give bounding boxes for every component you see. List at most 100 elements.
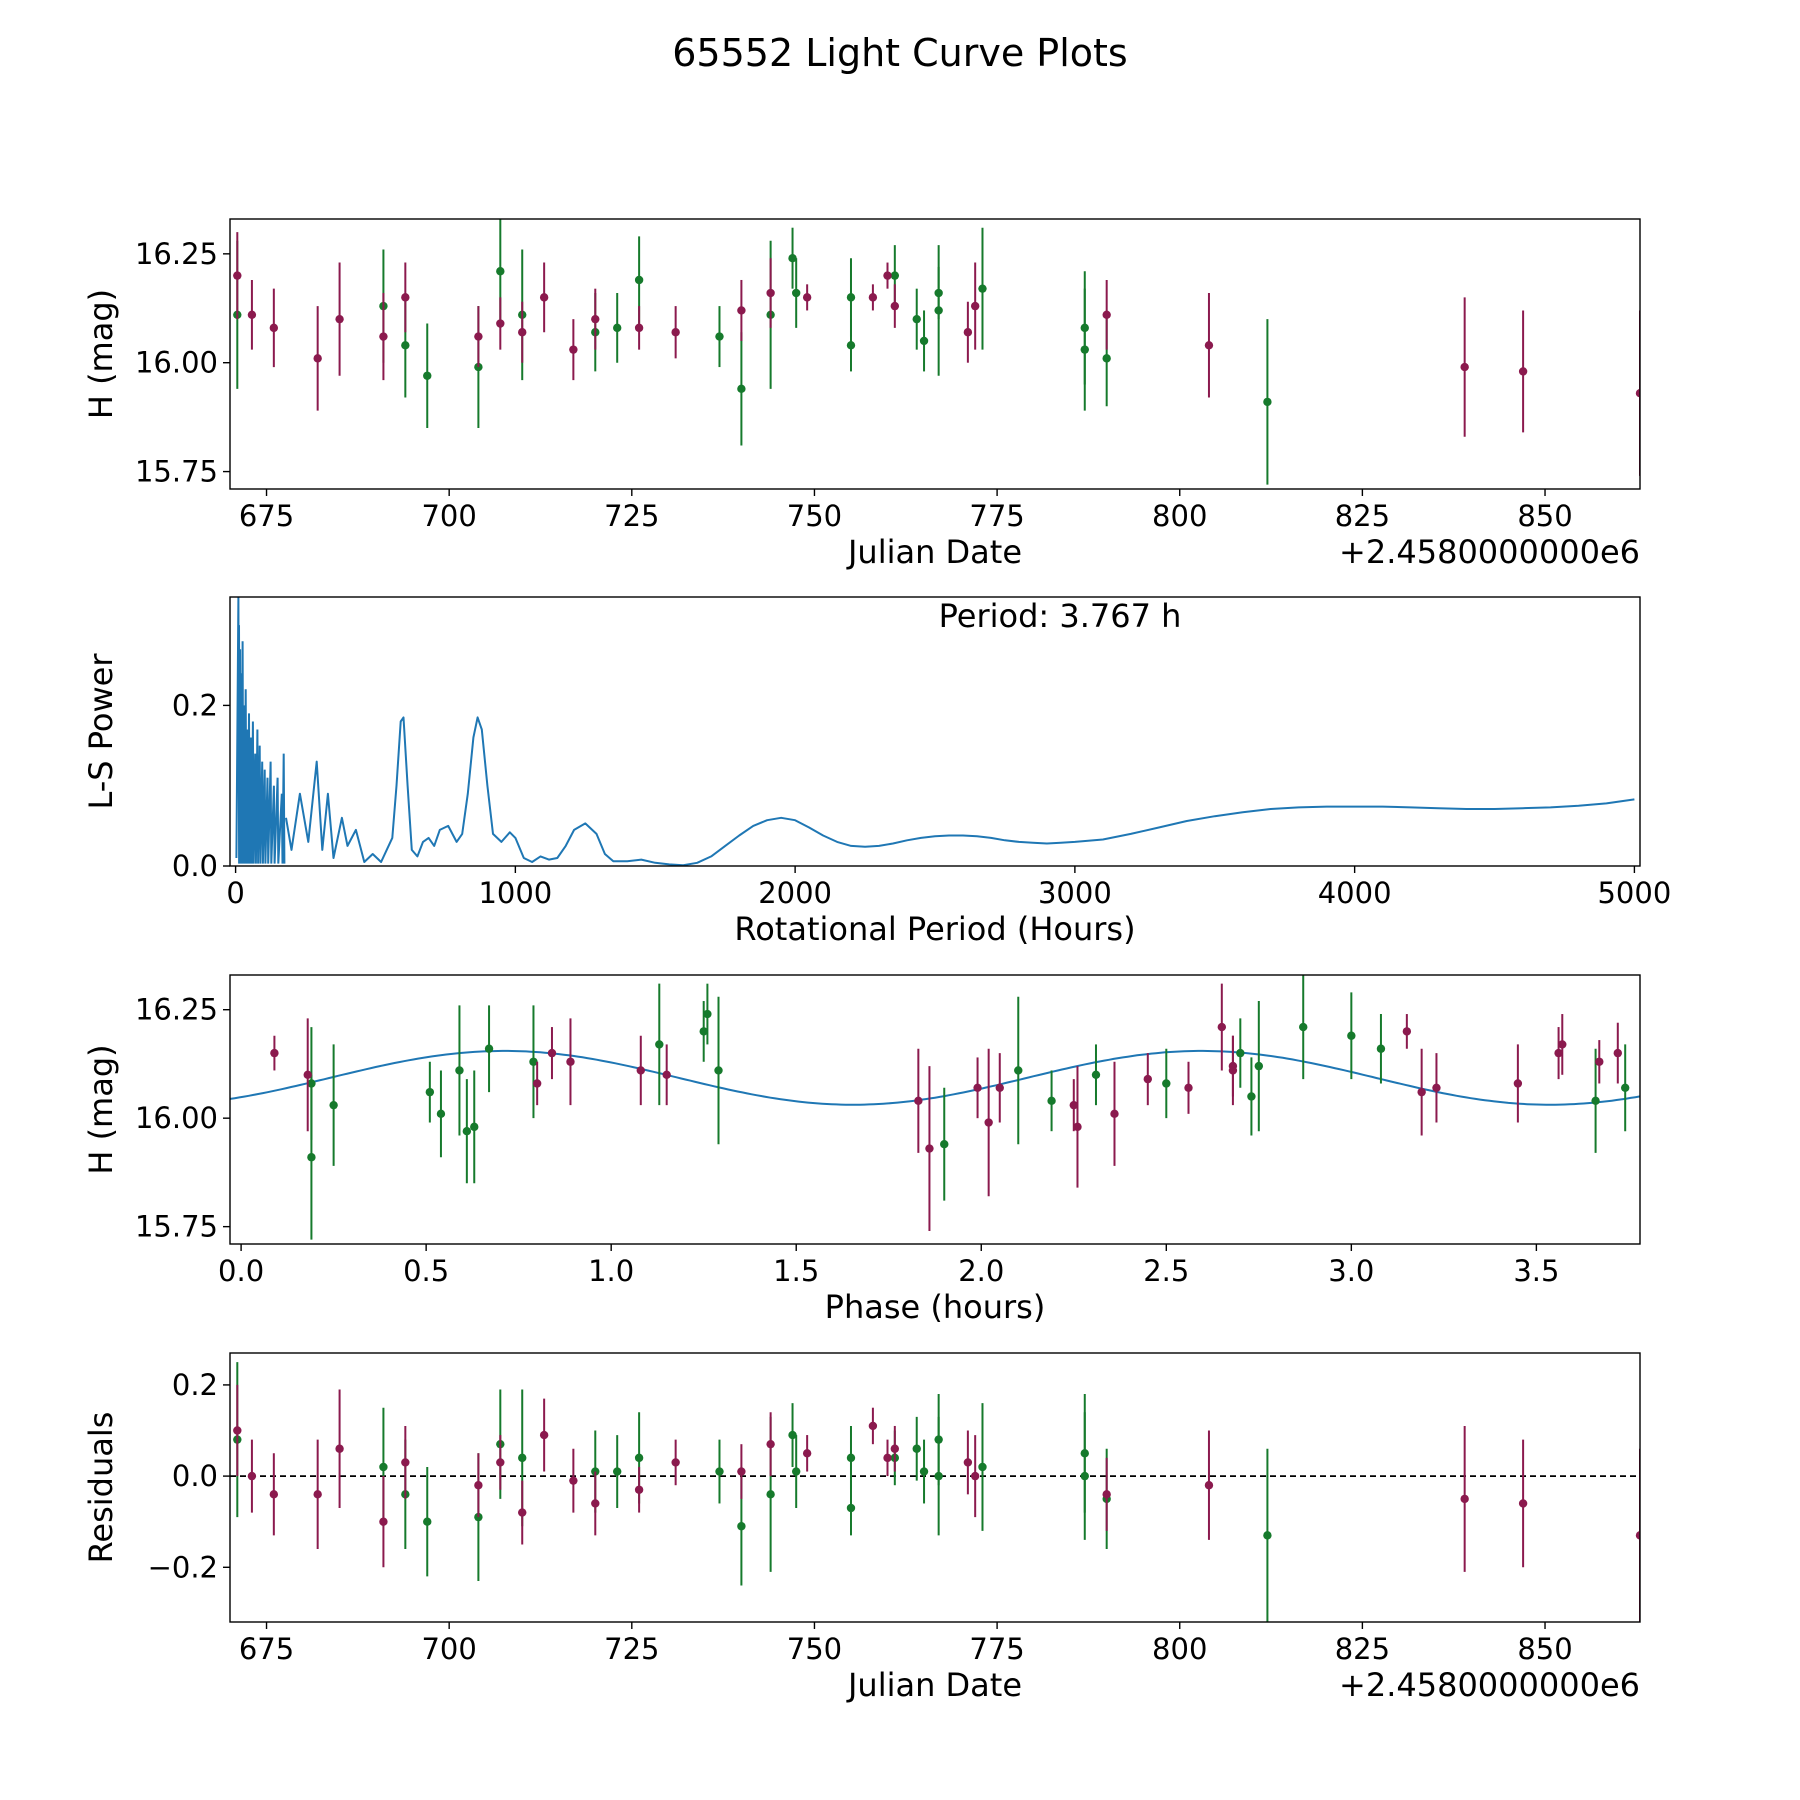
magenta-data-point xyxy=(379,332,388,341)
magenta-data-point xyxy=(539,1430,549,1440)
green-data-point xyxy=(462,1126,472,1136)
green-data-point xyxy=(1247,1092,1256,1101)
green-data-point xyxy=(978,284,987,293)
magenta-data-point xyxy=(634,323,644,333)
magenta-data-point xyxy=(335,314,344,324)
figure-title: 65552 Light Curve Plots xyxy=(672,31,1127,75)
green-data-point xyxy=(423,371,432,380)
x-tick-label: 775 xyxy=(969,499,1024,533)
green-data-point xyxy=(1299,1022,1308,1032)
magenta-data-point xyxy=(269,1490,279,1499)
x-tick-label: 675 xyxy=(239,1632,294,1666)
y-tick-label: 16.25 xyxy=(135,237,218,271)
magenta-data-point xyxy=(1554,1048,1563,1058)
magenta-data-point xyxy=(984,1118,993,1127)
magenta-data-point xyxy=(313,354,322,363)
green-data-point xyxy=(1620,1083,1630,1093)
magenta-data-point xyxy=(963,328,973,337)
magenta-data-point xyxy=(802,1449,812,1458)
magenta-data-point xyxy=(401,1458,410,1467)
green-data-point xyxy=(715,332,724,341)
y-tick-label: 16.25 xyxy=(135,993,218,1027)
y-axis-label: H (mag) xyxy=(82,1044,120,1174)
green-data-point xyxy=(436,1109,446,1119)
green-data-point xyxy=(890,271,900,280)
periodogram-panel: 0 1000 2000 3000 4000 5000 0.0 0.2 Rotational Pe… xyxy=(82,596,1671,948)
green-data-point xyxy=(1091,1070,1101,1079)
plot-area xyxy=(233,219,1640,485)
magenta-data-point xyxy=(474,1481,483,1490)
x-axis-label: Rotational Period (Hours) xyxy=(734,910,1135,948)
green-data-point xyxy=(1263,1531,1272,1540)
x-tick-label: 700 xyxy=(421,1632,476,1666)
magenta-data-point xyxy=(970,301,980,311)
green-data-point xyxy=(791,1467,801,1476)
green-data-point xyxy=(699,1027,708,1036)
green-data-point xyxy=(788,253,797,263)
x-tick-label: 3.0 xyxy=(1328,1254,1374,1288)
green-data-point xyxy=(919,1467,929,1476)
magenta-data-point xyxy=(1102,1490,1111,1499)
magenta-data-point xyxy=(973,1083,982,1093)
magenta-data-point xyxy=(532,1079,542,1088)
green-data-point xyxy=(846,293,856,302)
y-tick-label: 16.00 xyxy=(135,346,218,380)
magenta-data-point xyxy=(1460,362,1469,372)
magenta-data-point xyxy=(1110,1109,1119,1119)
green-data-point xyxy=(1236,1048,1245,1058)
x-tick-label: 750 xyxy=(787,1632,842,1666)
x-tick-label: 825 xyxy=(1335,1632,1390,1666)
green-data-point xyxy=(737,1522,746,1531)
green-data-point xyxy=(613,323,622,333)
magenta-data-point xyxy=(547,1048,557,1058)
magenta-data-point xyxy=(1204,1481,1214,1490)
magenta-data-point xyxy=(591,1499,600,1508)
green-data-point xyxy=(846,341,856,350)
magenta-data-point xyxy=(233,271,242,280)
plot-area xyxy=(230,975,1640,1240)
green-data-point xyxy=(1376,1044,1386,1053)
magenta-data-point xyxy=(802,293,812,302)
magenta-data-point xyxy=(636,1066,645,1075)
magenta-data-point xyxy=(539,293,549,302)
green-data-point xyxy=(912,314,921,324)
magenta-data-point xyxy=(247,310,257,320)
magenta-data-point xyxy=(1069,1100,1078,1110)
magenta-data-point xyxy=(925,1144,934,1153)
x-tick-label: 1.0 xyxy=(588,1254,634,1288)
magenta-data-point xyxy=(1102,310,1111,320)
magenta-data-point xyxy=(868,1421,878,1431)
magenta-data-point xyxy=(474,332,483,341)
phased-light-curve-panel: 0.0 0.5 1.0 1.5 2.0 2.5 3.0 3.5 15.75 16.00 16.25 P… xyxy=(82,974,1641,1326)
magenta-data-point xyxy=(1613,1048,1622,1058)
green-data-point xyxy=(934,1471,943,1481)
magenta-data-point xyxy=(1073,1122,1082,1132)
green-data-point xyxy=(379,1462,388,1472)
magenta-data-point xyxy=(1417,1087,1426,1097)
magenta-data-point xyxy=(766,1439,775,1449)
x-tick-label: 3.5 xyxy=(1513,1254,1559,1288)
axes-frame xyxy=(229,218,1641,490)
green-data-point xyxy=(529,1057,538,1066)
y-tick-label: 15.75 xyxy=(135,455,218,489)
magenta-data-point xyxy=(518,328,527,337)
x-tick-label: 0.0 xyxy=(218,1254,264,1288)
green-data-point xyxy=(634,275,644,285)
magenta-data-point xyxy=(1184,1083,1193,1093)
x-tick-label: 850 xyxy=(1517,499,1572,533)
x-tick-label: 750 xyxy=(787,499,842,533)
magenta-data-point xyxy=(890,1444,900,1453)
x-axis-label: Julian Date xyxy=(846,1666,1022,1704)
magenta-data-point xyxy=(883,271,892,280)
green-data-point xyxy=(846,1453,856,1463)
magenta-data-point xyxy=(1460,1494,1469,1504)
magenta-data-point xyxy=(890,301,900,311)
green-data-point xyxy=(423,1517,432,1526)
magenta-data-point xyxy=(1518,367,1528,376)
green-data-point xyxy=(470,1122,479,1132)
magenta-data-point xyxy=(335,1444,344,1453)
x-tick-label: 1000 xyxy=(478,876,552,910)
x-tick-label: 3000 xyxy=(1038,876,1112,910)
x-offset-label: +2.4580000000e6 xyxy=(1339,533,1640,571)
green-data-point xyxy=(934,306,943,315)
